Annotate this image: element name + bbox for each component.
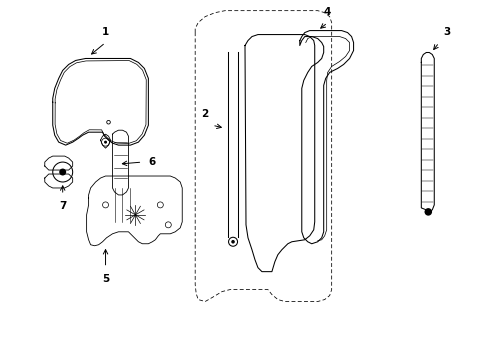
Circle shape (231, 240, 234, 244)
Text: 5: 5 (102, 274, 109, 284)
Circle shape (59, 168, 66, 176)
Text: 7: 7 (59, 201, 66, 211)
Circle shape (104, 141, 107, 144)
Circle shape (424, 208, 431, 216)
Text: 2: 2 (201, 109, 208, 119)
Text: 6: 6 (148, 157, 155, 167)
Text: 1: 1 (102, 27, 109, 37)
Text: 4: 4 (324, 6, 331, 17)
Text: 3: 3 (442, 27, 449, 37)
